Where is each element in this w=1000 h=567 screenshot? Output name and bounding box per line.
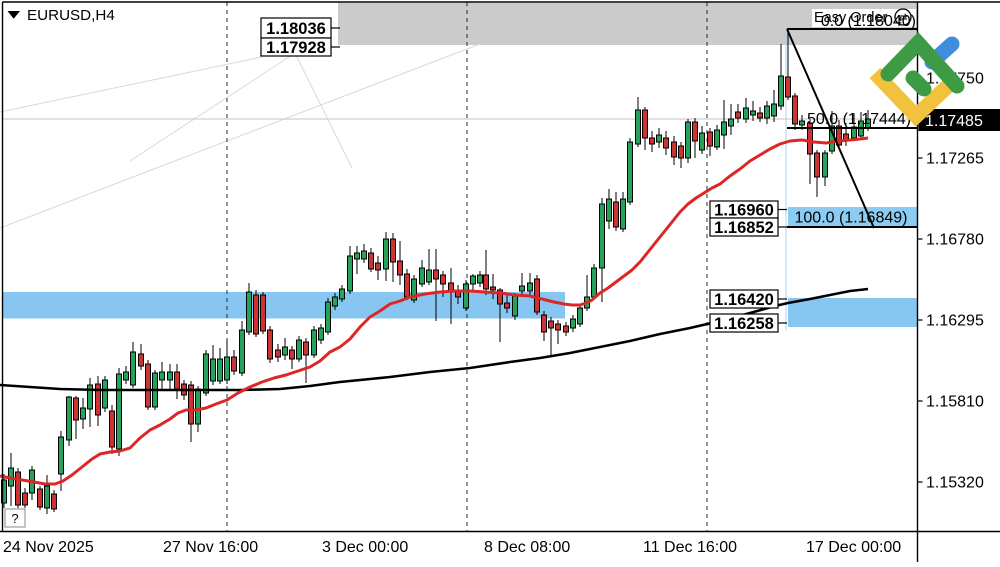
svg-text:1.17928: 1.17928 [266,39,326,57]
svg-text:1.16258: 1.16258 [714,315,774,333]
svg-text:1.18036: 1.18036 [266,20,326,38]
svg-text:1.17265: 1.17265 [926,151,984,168]
svg-text:3 Dec 00:00: 3 Dec 00:00 [322,539,408,556]
svg-text:0.0 (1.18040): 0.0 (1.18040) [821,13,916,30]
svg-text:1.16960: 1.16960 [714,201,774,219]
svg-text:?: ? [11,511,18,526]
svg-text:50.0 (1.17444): 50.0 (1.17444) [807,111,911,128]
svg-text:EURUSD,H4: EURUSD,H4 [27,7,115,24]
svg-text:1.15320: 1.15320 [926,475,984,492]
svg-text:11 Dec 16:00: 11 Dec 16:00 [643,539,737,556]
svg-text:1.15810: 1.15810 [926,394,984,411]
svg-text:1.16295: 1.16295 [926,313,984,330]
svg-text:1.16420: 1.16420 [714,291,774,309]
svg-text:8 Dec 08:00: 8 Dec 08:00 [484,539,570,556]
svg-text:1.16852: 1.16852 [714,219,774,237]
svg-text:100.0 (1.16849): 100.0 (1.16849) [795,210,908,227]
svg-text:1.17485: 1.17485 [925,113,983,130]
svg-text:27 Nov 16:00: 27 Nov 16:00 [163,539,258,556]
svg-text:1.16780: 1.16780 [926,232,984,249]
svg-text:24 Nov 2025: 24 Nov 2025 [3,539,94,556]
svg-text:17 Dec 00:00: 17 Dec 00:00 [806,539,901,556]
